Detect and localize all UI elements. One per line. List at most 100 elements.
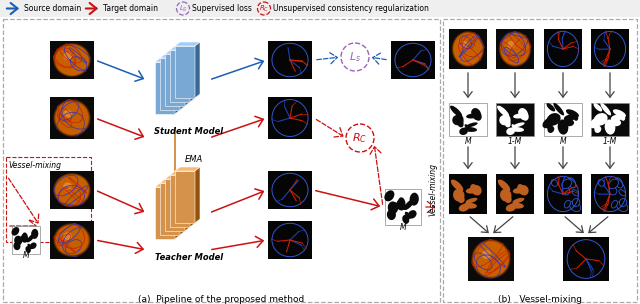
Text: Vessel-mixing: Vessel-mixing — [428, 164, 437, 216]
Polygon shape — [165, 179, 185, 231]
FancyBboxPatch shape — [544, 174, 582, 214]
Ellipse shape — [500, 33, 530, 66]
Ellipse shape — [63, 110, 72, 118]
FancyBboxPatch shape — [391, 41, 435, 79]
Ellipse shape — [547, 103, 555, 112]
Ellipse shape — [466, 188, 478, 194]
Ellipse shape — [54, 224, 90, 256]
Ellipse shape — [385, 190, 394, 201]
Ellipse shape — [517, 184, 525, 195]
Polygon shape — [195, 42, 200, 98]
Ellipse shape — [472, 108, 481, 118]
Text: Supervised loss: Supervised loss — [192, 4, 252, 13]
Ellipse shape — [505, 121, 511, 127]
Polygon shape — [170, 46, 195, 50]
Polygon shape — [165, 50, 190, 54]
Ellipse shape — [466, 122, 477, 127]
FancyBboxPatch shape — [449, 102, 487, 136]
Polygon shape — [170, 175, 190, 227]
Ellipse shape — [474, 111, 482, 121]
FancyBboxPatch shape — [544, 174, 582, 214]
Ellipse shape — [507, 191, 511, 200]
Ellipse shape — [507, 116, 511, 125]
Ellipse shape — [28, 244, 32, 249]
Ellipse shape — [506, 128, 515, 135]
Ellipse shape — [513, 198, 524, 203]
Ellipse shape — [473, 241, 509, 277]
Ellipse shape — [564, 200, 570, 208]
Text: Student Model: Student Model — [154, 127, 223, 136]
Text: M: M — [22, 251, 29, 261]
Ellipse shape — [547, 113, 561, 126]
Ellipse shape — [482, 250, 491, 259]
Ellipse shape — [451, 180, 463, 192]
Ellipse shape — [398, 197, 405, 209]
Ellipse shape — [570, 201, 580, 212]
Ellipse shape — [56, 46, 88, 74]
FancyBboxPatch shape — [449, 174, 487, 214]
Text: M: M — [560, 137, 566, 147]
Ellipse shape — [30, 242, 36, 249]
Ellipse shape — [13, 242, 20, 250]
Polygon shape — [185, 50, 190, 106]
FancyBboxPatch shape — [496, 102, 534, 136]
FancyBboxPatch shape — [468, 237, 514, 281]
Ellipse shape — [572, 190, 579, 196]
Ellipse shape — [401, 205, 407, 209]
Ellipse shape — [498, 180, 510, 192]
Ellipse shape — [405, 212, 411, 219]
Ellipse shape — [54, 101, 90, 135]
Polygon shape — [190, 46, 195, 102]
Ellipse shape — [543, 118, 556, 127]
Text: M: M — [465, 137, 471, 147]
Text: Unsupervised consistency regularization: Unsupervised consistency regularization — [273, 4, 429, 13]
Ellipse shape — [54, 100, 90, 136]
Ellipse shape — [21, 234, 28, 243]
Ellipse shape — [463, 203, 477, 209]
Polygon shape — [175, 46, 195, 98]
Ellipse shape — [404, 199, 414, 210]
Ellipse shape — [466, 113, 478, 119]
Ellipse shape — [63, 182, 72, 190]
Text: 1-M: 1-M — [508, 137, 522, 147]
Ellipse shape — [450, 105, 462, 117]
FancyBboxPatch shape — [50, 41, 94, 79]
Polygon shape — [190, 171, 195, 227]
Polygon shape — [165, 175, 190, 179]
Ellipse shape — [474, 242, 508, 276]
Ellipse shape — [593, 113, 607, 126]
FancyBboxPatch shape — [449, 29, 487, 69]
Polygon shape — [155, 58, 180, 62]
Ellipse shape — [31, 229, 38, 239]
Ellipse shape — [53, 99, 91, 137]
Ellipse shape — [591, 118, 603, 127]
Ellipse shape — [609, 187, 617, 195]
Ellipse shape — [460, 41, 468, 49]
Polygon shape — [195, 167, 200, 223]
Ellipse shape — [500, 189, 511, 202]
Polygon shape — [180, 179, 185, 235]
Polygon shape — [165, 54, 185, 106]
FancyBboxPatch shape — [496, 29, 534, 69]
Ellipse shape — [474, 242, 508, 276]
Ellipse shape — [56, 176, 88, 204]
Ellipse shape — [513, 122, 525, 127]
Ellipse shape — [12, 227, 19, 236]
Ellipse shape — [620, 199, 627, 206]
Text: $\mathit{L}_S$: $\mathit{L}_S$ — [179, 4, 188, 14]
Ellipse shape — [505, 196, 512, 203]
Text: $\mathit{L}_s$: $\mathit{L}_s$ — [349, 50, 361, 64]
Ellipse shape — [605, 119, 615, 135]
FancyBboxPatch shape — [268, 221, 312, 259]
Text: (a)  Pipeline of the proposed method: (a) Pipeline of the proposed method — [138, 295, 305, 304]
Ellipse shape — [500, 33, 529, 65]
Ellipse shape — [619, 190, 626, 196]
Ellipse shape — [600, 103, 611, 116]
Ellipse shape — [54, 44, 90, 76]
Text: 1-M: 1-M — [603, 137, 617, 147]
Ellipse shape — [551, 179, 557, 186]
Ellipse shape — [53, 173, 91, 207]
Ellipse shape — [563, 119, 574, 126]
Ellipse shape — [499, 115, 509, 125]
Ellipse shape — [391, 202, 399, 211]
